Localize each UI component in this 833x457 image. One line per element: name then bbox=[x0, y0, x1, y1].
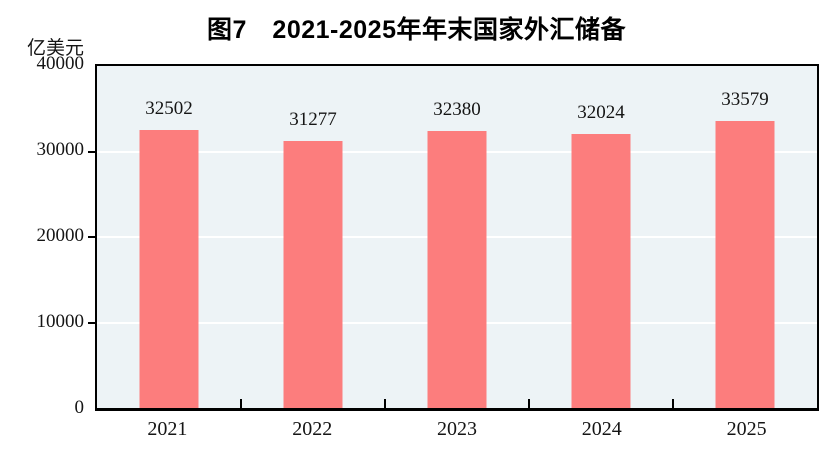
bar-value-label: 33579 bbox=[721, 88, 769, 110]
plot-inner: 32502 31277 32380 32024 33579 bbox=[88, 66, 817, 408]
bar-2024 bbox=[571, 134, 631, 408]
bar-group-2025: 33579 bbox=[673, 66, 817, 408]
bar-value-label: 31277 bbox=[289, 108, 337, 130]
y-tick-label: 40000 bbox=[36, 53, 85, 74]
y-tick-mark bbox=[88, 236, 95, 238]
y-tick-mark bbox=[88, 150, 95, 153]
y-tick-mark bbox=[88, 321, 95, 324]
y-tick-label: 20000 bbox=[36, 225, 85, 246]
y-tick-label: 0 bbox=[74, 397, 85, 418]
chart-title: 图7 2021-2025年年末国家外汇储备 bbox=[207, 16, 626, 44]
x-tick-label: 2023 bbox=[436, 418, 477, 440]
bar-group-2023: 32380 bbox=[385, 66, 529, 408]
bar-2021 bbox=[139, 130, 199, 408]
bar-group-2021: 32502 bbox=[97, 66, 241, 408]
y-axis-unit-label: 亿美元 bbox=[26, 38, 84, 59]
x-tick-label: 2025 bbox=[726, 418, 767, 440]
x-tick-mark bbox=[240, 399, 242, 408]
bar-2023 bbox=[427, 131, 487, 408]
x-axis-labels: 2021 2022 2023 2024 2025 bbox=[95, 418, 819, 444]
plot-area: 32502 31277 32380 32024 33579 bbox=[88, 64, 819, 411]
bar-group-2022: 31277 bbox=[241, 66, 385, 408]
x-tick-label: 2021 bbox=[147, 418, 188, 440]
bar-value-label: 32380 bbox=[433, 99, 481, 121]
bar-2025 bbox=[715, 120, 775, 408]
bar-2022 bbox=[283, 140, 343, 408]
y-tick-label: 10000 bbox=[36, 311, 85, 332]
bar-value-label: 32024 bbox=[577, 102, 625, 124]
x-tick-label: 2022 bbox=[292, 418, 333, 440]
y-axis: 亿美元 40000 30000 20000 10000 0 bbox=[0, 38, 85, 418]
x-tick-label: 2024 bbox=[581, 418, 622, 440]
x-tick-mark bbox=[528, 399, 530, 408]
x-tick-mark bbox=[672, 399, 674, 408]
x-tick-mark bbox=[384, 399, 386, 408]
bar-group-2024: 32024 bbox=[529, 66, 673, 408]
y-tick-label: 30000 bbox=[36, 139, 85, 160]
bar-value-label: 32502 bbox=[145, 98, 193, 120]
